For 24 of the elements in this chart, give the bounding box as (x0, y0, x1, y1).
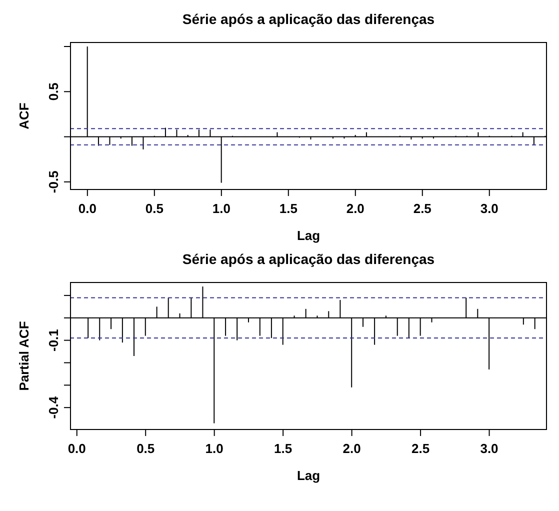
x-tick-label: 2.5 (411, 441, 430, 456)
x-tick-label: 2.0 (346, 201, 364, 216)
y-tick-label: -0.1 (46, 329, 61, 352)
x-tick-label: 2.0 (342, 441, 361, 456)
x-tick-label: 1.0 (205, 441, 224, 456)
y-tick-label: -0.4 (46, 396, 61, 419)
x-tick-label: 3.0 (480, 441, 498, 456)
chart-title: Série após a aplicação das diferenças (181, 10, 436, 29)
chart-title: Série após a aplicação das diferenças (181, 250, 436, 269)
x-tick-label: 3.0 (480, 201, 498, 216)
x-tick-label: 1.5 (274, 441, 292, 456)
x-tick-label: 1.0 (212, 201, 230, 216)
x-tick-label: 0.5 (145, 201, 164, 216)
x-tick-label: 2.5 (413, 201, 432, 216)
x-tick-label: 1.5 (279, 201, 298, 216)
x-tick-label: 0.0 (68, 441, 86, 456)
y-tick-label: -0.5 (46, 170, 61, 194)
y-axis-title: ACF (16, 102, 32, 130)
x-tick-label: 0.5 (136, 441, 155, 456)
x-axis-title: Lag (296, 468, 320, 483)
y-axis-title: Partial ACF (16, 321, 32, 391)
x-tick-label: 0.0 (78, 201, 96, 216)
x-axis-title: Lag (296, 228, 320, 243)
y-tick-label: 0.5 (46, 82, 61, 101)
